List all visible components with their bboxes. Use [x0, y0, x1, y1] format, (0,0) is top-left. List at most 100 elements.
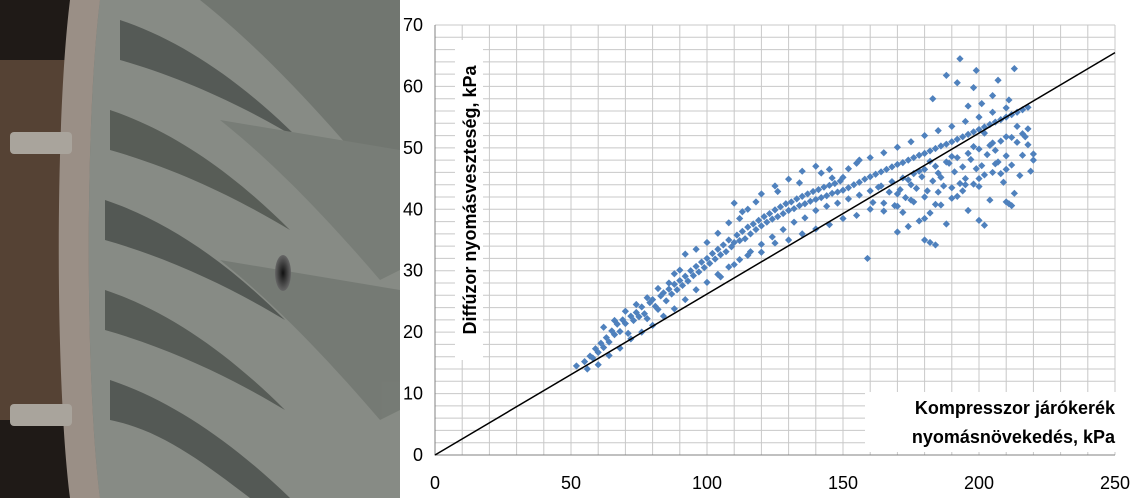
data-point: [1008, 161, 1016, 169]
data-point: [755, 216, 763, 224]
tick-labels: 0 50 100 150 200 250 0 10 20 30 40 50 60 70: [403, 15, 1130, 493]
data-point: [725, 219, 733, 227]
data-point: [670, 305, 678, 313]
data-point: [904, 156, 912, 164]
data-point: [880, 199, 888, 207]
data-point: [937, 201, 945, 209]
data-point: [948, 184, 956, 192]
data-point: [921, 214, 929, 223]
data-point: [790, 218, 798, 226]
data-point: [752, 225, 760, 234]
data-point: [771, 206, 779, 214]
data-point: [795, 179, 804, 187]
data-point: [907, 138, 915, 146]
data-point: [1018, 106, 1027, 114]
data-point: [746, 248, 755, 256]
data-point: [706, 259, 714, 267]
data-point: [1008, 111, 1016, 119]
data-point: [844, 184, 853, 192]
data-point: [891, 202, 899, 210]
data-point: [1029, 156, 1037, 164]
data-point: [801, 214, 809, 222]
data-point: [983, 151, 991, 159]
data-point: [953, 154, 961, 162]
x-tick-label: 250: [1100, 473, 1130, 493]
data-point: [969, 128, 978, 136]
data-point: [896, 186, 904, 194]
data-point: [825, 181, 833, 189]
data-point: [910, 154, 918, 162]
data-point: [921, 236, 929, 244]
data-point: [771, 182, 779, 190]
data-point: [989, 168, 997, 177]
data-point: [717, 251, 725, 259]
data-point: [654, 305, 662, 314]
data-point: [798, 230, 806, 238]
data-point: [613, 320, 621, 328]
data-point: [986, 196, 994, 204]
data-point: [817, 194, 825, 202]
data-point: [980, 171, 989, 179]
data-point: [885, 188, 893, 196]
data-point: [929, 177, 937, 185]
data-point: [997, 170, 1005, 178]
data-point: [744, 205, 752, 213]
data-point: [711, 255, 719, 263]
pressure-tap-icon: [275, 255, 291, 291]
data-point: [1002, 104, 1010, 112]
data-point: [782, 200, 790, 208]
data-point: [934, 188, 942, 196]
x-tick-label: 100: [692, 473, 722, 493]
data-point: [700, 264, 708, 272]
data-point: [833, 188, 842, 196]
data-point: [600, 323, 608, 331]
data-point: [828, 189, 836, 197]
data-point: [956, 55, 964, 63]
x-tick-label: 0: [430, 473, 440, 493]
data-point: [975, 113, 983, 121]
data-point: [959, 187, 967, 195]
data-point: [910, 170, 918, 178]
data-point: [950, 168, 959, 176]
data-point: [643, 315, 651, 323]
data-point: [1027, 167, 1035, 175]
data-point: [730, 238, 738, 247]
data-point: [942, 71, 950, 79]
data-point: [839, 173, 847, 181]
data-point: [798, 192, 806, 200]
data-point: [581, 358, 589, 366]
data-point: [1013, 122, 1021, 130]
bolt-icon: [10, 132, 72, 426]
data-point: [964, 102, 972, 110]
data-point: [804, 190, 812, 198]
y-tick-label: 70: [403, 15, 423, 35]
data-point: [961, 117, 969, 126]
data-point: [662, 297, 670, 305]
data-point: [980, 221, 989, 229]
data-point: [921, 165, 929, 173]
data-point: [989, 92, 997, 100]
data-point: [975, 182, 983, 191]
data-point: [1024, 125, 1032, 133]
data-point: [801, 200, 809, 208]
data-point: [670, 270, 678, 278]
data-point: [823, 202, 831, 210]
data-points: [572, 55, 1037, 373]
data-point: [863, 254, 872, 263]
data-point: [703, 254, 711, 263]
data-point: [629, 316, 638, 325]
data-point: [975, 145, 983, 153]
data-point: [921, 193, 929, 201]
data-point: [1002, 165, 1010, 173]
data-point: [654, 284, 662, 293]
data-point: [823, 192, 831, 200]
data-point: [961, 181, 969, 189]
data-point: [986, 141, 994, 149]
data-point: [736, 256, 744, 264]
data-point: [926, 238, 934, 247]
data-point: [692, 245, 700, 253]
data-point: [621, 307, 629, 315]
data-point: [836, 177, 844, 185]
data-point: [899, 159, 907, 167]
data-point: [888, 163, 896, 171]
